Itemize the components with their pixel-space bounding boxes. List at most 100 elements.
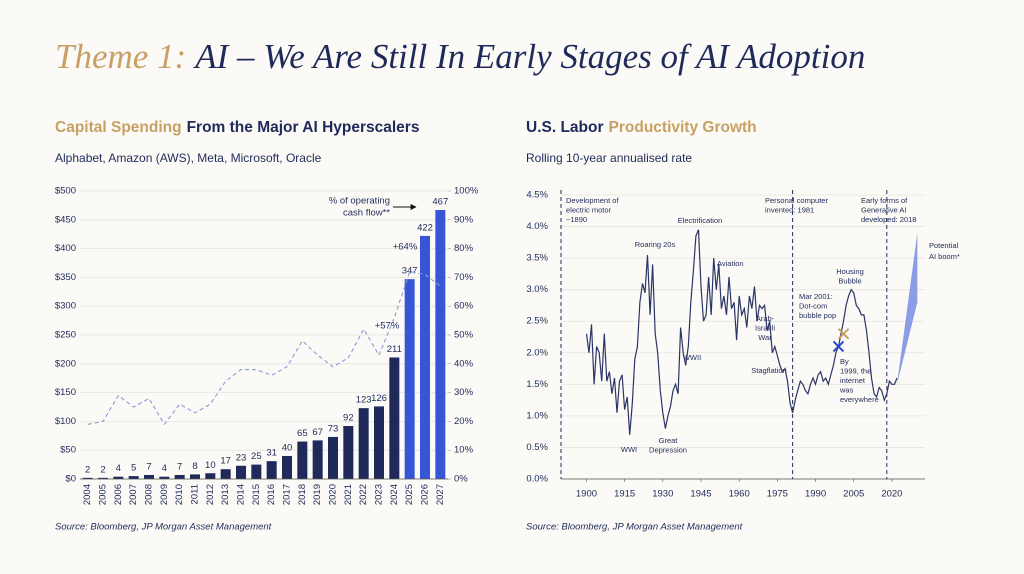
y-tick-label: 2.5% <box>526 316 548 327</box>
value-label: 7 <box>146 461 151 472</box>
chart-title: U.S. Labor Productivity Growth <box>526 119 757 136</box>
x-tick-label: 2014 <box>236 484 247 505</box>
y2-tick-label: 60% <box>454 301 474 312</box>
source: Source: Bloomberg, JP Morgan Asset Manag… <box>526 522 743 533</box>
x-tick-label: 2004 <box>82 484 93 505</box>
bar <box>435 210 446 479</box>
annotation: % of operating <box>329 196 390 207</box>
x-tick-label: 2020 <box>881 489 902 500</box>
marker-stroke <box>832 340 845 353</box>
projection-label: Potential <box>929 241 959 250</box>
bar <box>144 474 154 479</box>
y2-tick-label: 90% <box>454 214 474 225</box>
event-line-label: developed: 2018 <box>861 215 916 224</box>
chart-title-part: Productivity Growth <box>609 119 757 136</box>
marker-label: internet <box>840 376 866 385</box>
value-label: 123 <box>356 395 372 406</box>
event-line-label: Generative AI <box>861 205 906 214</box>
y-tick-label: 3.0% <box>526 284 548 295</box>
value-label: 5 <box>131 463 136 474</box>
x-tick-label: 2018 <box>297 484 308 505</box>
chart-title-part: Capital Spending <box>55 119 182 136</box>
y-tick-label: 1.5% <box>526 379 548 390</box>
marker-label: Mar 2001: <box>799 292 833 301</box>
y-tick-label: $0 <box>65 474 76 485</box>
event-line-label: Personal computer <box>765 196 828 205</box>
y-tick-label: $350 <box>55 272 76 283</box>
value-label: 467 <box>432 197 448 208</box>
event-label: Housing <box>836 267 864 276</box>
y2-tick-label: 50% <box>454 330 474 341</box>
x-tick-label: 2022 <box>358 484 369 505</box>
value-label: 40 <box>282 442 293 453</box>
chart-title-part: From the Major AI Hyperscalers <box>187 119 420 136</box>
annotation: +64% <box>393 242 418 253</box>
bar <box>82 477 93 479</box>
marker <box>837 328 850 340</box>
annotation: +57% <box>375 321 400 332</box>
x-tick-label: 1915 <box>614 489 635 500</box>
cash-flow-line <box>87 270 441 426</box>
value-label: 4 <box>116 463 121 474</box>
event-line-label: Early forms of <box>861 196 908 205</box>
bar <box>420 235 430 479</box>
value-label: 4 <box>162 463 167 474</box>
bar <box>128 476 139 479</box>
bar <box>343 426 354 479</box>
x-tick-label: 2026 <box>420 484 431 505</box>
y-tick-label: 0.0% <box>526 474 548 485</box>
value-label: 31 <box>266 448 277 459</box>
y-tick-label: 2.0% <box>526 347 548 358</box>
y-tick-label: $100 <box>55 416 76 427</box>
page-title: Theme 1: AI – We Are Still In Early Stage… <box>55 37 865 76</box>
x-tick-label: 2027 <box>435 484 446 505</box>
x-tick-label: 1930 <box>652 489 673 500</box>
event-label: WWII <box>683 353 701 362</box>
bar <box>328 436 338 479</box>
chart-subtitle: Rolling 10-year annualised rate <box>526 151 692 165</box>
value-label: 422 <box>417 222 433 233</box>
chart-title-part: U.S. Labor <box>526 119 604 136</box>
marker-label: everywhere <box>840 395 879 404</box>
bar <box>358 408 369 479</box>
y2-tick-label: 10% <box>454 445 474 456</box>
productivity-line <box>585 229 898 435</box>
marker-label: 1999, the <box>840 366 871 375</box>
event-line-label: ~1890 <box>566 215 587 224</box>
annotation: cash flow** <box>343 208 390 219</box>
event-label: Roaring 20s <box>635 240 676 249</box>
x-tick-label: 1960 <box>729 489 750 500</box>
y2-tick-label: 0% <box>454 474 468 485</box>
x-tick-label: 2010 <box>174 484 185 505</box>
x-tick-label: 2009 <box>159 484 170 505</box>
value-label: 2 <box>85 464 90 475</box>
y-tick-label: $150 <box>55 387 76 398</box>
value-label: 23 <box>236 452 247 463</box>
event-label: Electrification <box>678 216 723 225</box>
bar <box>389 357 400 479</box>
marker-stroke <box>837 328 850 340</box>
value-label: 73 <box>328 423 339 434</box>
x-tick-label: 2012 <box>205 484 216 505</box>
x-tick-label: 1900 <box>576 489 597 500</box>
y2-tick-label: 40% <box>454 358 474 369</box>
event-line-label: electric motor <box>566 205 612 214</box>
value-label: 92 <box>343 413 354 424</box>
y2-tick-label: 30% <box>454 387 474 398</box>
y-tick-label: 1.0% <box>526 410 548 421</box>
bar <box>266 461 277 479</box>
value-label: 2 <box>100 464 105 475</box>
x-tick-label: 2005 <box>98 484 109 505</box>
y-tick-label: 3.5% <box>526 253 548 264</box>
value-label: 7 <box>177 461 182 472</box>
event-label: Aviation <box>717 259 744 268</box>
value-label: 25 <box>251 451 262 462</box>
x-tick-label: 2021 <box>343 484 354 505</box>
bar <box>297 441 308 479</box>
x-tick-label: 2007 <box>128 484 139 505</box>
bar <box>374 406 384 479</box>
y2-tick-label: 20% <box>454 416 474 427</box>
x-tick-label: 2011 <box>190 484 201 504</box>
marker-label: By <box>840 357 849 366</box>
